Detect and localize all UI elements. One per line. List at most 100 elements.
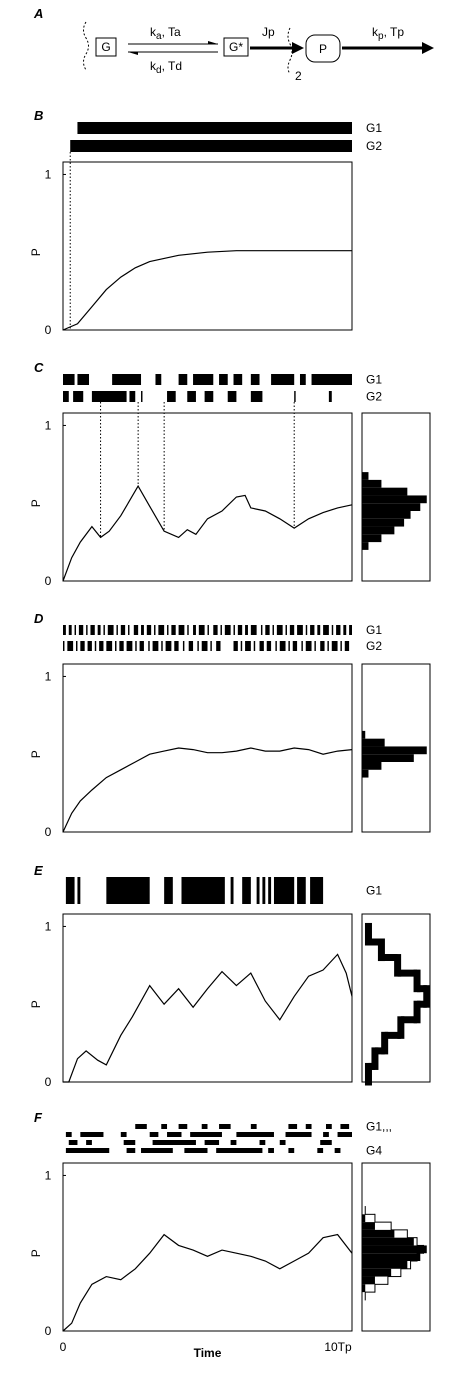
gene-on: [331, 625, 334, 635]
gene-on: [301, 641, 303, 651]
flux: Jp: [262, 25, 275, 39]
histogram-bar: [362, 511, 411, 519]
gene-label: G2: [366, 390, 382, 404]
gene-on: [272, 625, 274, 635]
gene-on: [187, 625, 189, 635]
gene-box: [223, 37, 249, 57]
gene-on: [204, 1140, 220, 1145]
gene-on: [141, 391, 143, 402]
gene-on: [178, 1124, 188, 1129]
histogram-bar: [362, 1284, 366, 1293]
gene-on: [245, 625, 248, 635]
gene-on: [178, 374, 188, 385]
gene-on: [344, 641, 350, 651]
time: , Ta: [162, 25, 181, 39]
gene-on: [259, 641, 264, 651]
gene-label: G2: [366, 639, 382, 653]
gene-on: [112, 374, 142, 385]
gene-on: [310, 877, 324, 904]
y-tick-label: 0: [45, 1075, 52, 1089]
gene-on: [97, 625, 101, 635]
gene-on: [182, 641, 185, 651]
gene-on: [187, 391, 196, 402]
gene-on: [204, 391, 214, 402]
gene-on: [193, 374, 214, 385]
gene-on: [325, 1124, 332, 1129]
gene-on: [279, 1140, 286, 1145]
gene-on: [268, 1148, 274, 1153]
gene-on: [207, 625, 209, 635]
gene-on: [259, 1140, 266, 1145]
gene-on: [320, 1140, 332, 1145]
line: [62, 747, 353, 833]
histogram-bar: [362, 762, 382, 770]
gene-on: [250, 391, 263, 402]
gene-on: [161, 641, 163, 651]
gene-label: G1: [366, 121, 382, 135]
gene-on: [273, 877, 295, 904]
gene-on: [227, 391, 237, 402]
gene-on: [133, 625, 139, 635]
gene-on: [146, 625, 152, 635]
panel-label: C: [34, 360, 44, 375]
gene-on: [292, 641, 298, 651]
gene-on: [68, 1140, 78, 1145]
gene-on: [288, 641, 290, 651]
x-axis-label: Time: [194, 1346, 222, 1360]
gene-on: [167, 391, 176, 402]
y-tick-label: 0: [45, 574, 52, 588]
gene-on: [171, 625, 176, 635]
gene-label: G1: [366, 373, 382, 387]
histogram-bar: [362, 738, 385, 747]
gene-label: G1,,,: [366, 1120, 392, 1134]
gene-on: [135, 641, 137, 651]
gene-on: [80, 1132, 104, 1137]
y-axis-label: P: [29, 750, 43, 758]
gene-on: [65, 877, 75, 904]
gene-on: [271, 374, 295, 385]
membrane: [287, 27, 293, 75]
line: [62, 250, 352, 331]
histogram-bar: [362, 542, 369, 550]
gene-on: [126, 1148, 136, 1153]
gene-on: [311, 374, 352, 385]
gene-on: [219, 1124, 231, 1129]
y-axis-label: P: [29, 1000, 43, 1008]
gene-on: [323, 1132, 329, 1137]
gene-on: [275, 641, 277, 651]
gene-on: [288, 1148, 295, 1153]
gene-on: [265, 625, 270, 635]
gene-on: [174, 641, 179, 651]
gene-on: [314, 641, 316, 651]
gene-on: [198, 625, 205, 635]
panel-label: D: [34, 611, 44, 626]
gene-on: [193, 625, 196, 635]
gene-on: [337, 1132, 352, 1137]
histogram-bar: [362, 1253, 421, 1261]
product-box: [305, 34, 341, 63]
rate-sub: p: [378, 31, 384, 42]
histogram-bar: [362, 1245, 427, 1254]
gene-on: [103, 625, 105, 635]
gene-on: [328, 391, 332, 402]
panel-label: B: [34, 108, 43, 123]
gene-label: G4: [366, 1144, 382, 1158]
gene-on: [135, 1124, 147, 1129]
gene-on: [237, 625, 243, 635]
y-tick-label: 1: [45, 919, 52, 933]
y-tick-label: 0: [45, 825, 52, 839]
gene-on: [190, 1132, 222, 1137]
gene-on: [141, 1148, 173, 1153]
gene-on: [266, 641, 272, 651]
y-tick-label: 1: [45, 1168, 52, 1182]
gene-on: [320, 641, 325, 651]
gene-on: [250, 625, 257, 635]
time: , Td: [162, 59, 182, 73]
gene-on: [260, 625, 263, 635]
gene-on: [86, 1140, 92, 1145]
gene-on: [74, 625, 77, 635]
gene-on: [128, 625, 130, 635]
y-tick-label: 0: [45, 323, 52, 337]
y-tick-label: 1: [45, 167, 52, 181]
gene-on: [242, 877, 251, 904]
